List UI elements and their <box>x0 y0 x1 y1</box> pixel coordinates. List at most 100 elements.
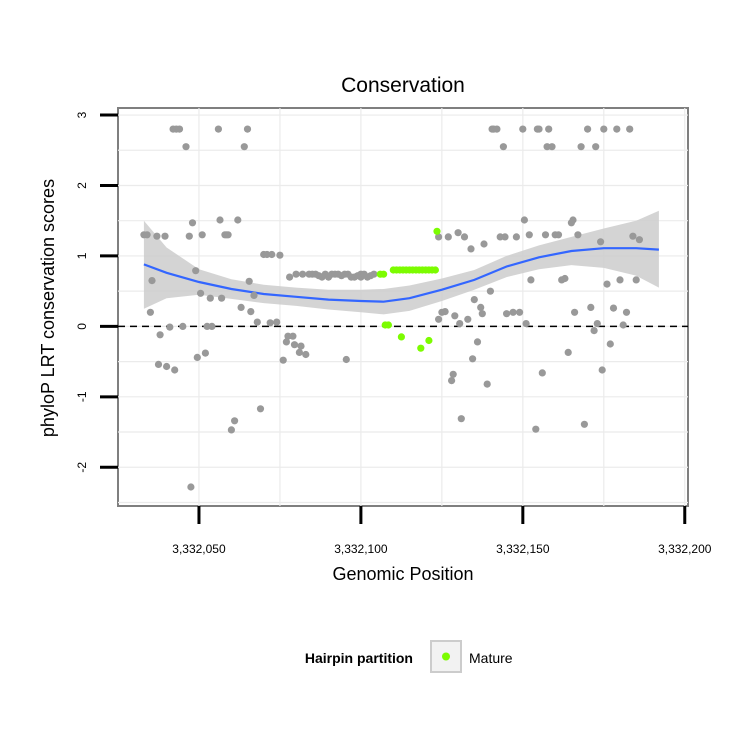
data-point <box>146 308 154 316</box>
data-point <box>201 349 209 357</box>
data-point <box>273 318 281 326</box>
data-point <box>153 232 161 240</box>
data-point <box>449 370 457 378</box>
data-points <box>140 125 644 491</box>
smooth-line <box>143 247 659 303</box>
y-axis-title: phyloP LRT conservation scores <box>38 179 58 437</box>
data-point <box>512 233 521 241</box>
data-point <box>231 417 239 425</box>
data-point <box>580 420 589 428</box>
data-point <box>519 125 527 133</box>
data-point <box>268 250 276 259</box>
y-tick-label: 3 <box>75 111 89 118</box>
data-point-mature <box>433 227 441 235</box>
data-point <box>456 320 464 328</box>
data-point <box>286 273 294 281</box>
data-point <box>571 308 579 316</box>
data-point <box>224 231 232 239</box>
data-point <box>435 315 443 323</box>
data-point <box>216 216 224 224</box>
data-point <box>626 125 634 133</box>
data-point <box>478 310 486 318</box>
data-point <box>464 315 472 323</box>
data-point <box>613 125 621 133</box>
data-point <box>163 362 171 371</box>
data-point <box>609 304 618 312</box>
data-point <box>525 231 533 239</box>
data-point <box>622 308 631 316</box>
data-point <box>214 125 222 133</box>
data-point <box>593 320 601 328</box>
data-point <box>473 338 482 346</box>
data-point <box>527 276 535 284</box>
data-point <box>299 270 307 278</box>
x-tick-label: 3,332,050 <box>172 542 226 556</box>
y-tick-label: 0 <box>75 323 89 330</box>
data-point <box>635 236 644 244</box>
x-axis-title: Genomic Position <box>332 564 473 584</box>
data-point <box>499 143 507 151</box>
data-point <box>218 294 226 302</box>
data-point <box>486 287 494 295</box>
data-point <box>253 318 261 326</box>
data-point <box>302 350 310 359</box>
data-point <box>545 125 553 133</box>
data-point <box>516 308 524 316</box>
data-point <box>548 143 556 151</box>
data-point <box>554 231 563 239</box>
smooth-line-group <box>143 247 659 303</box>
data-point <box>503 310 511 318</box>
data-point <box>197 289 205 297</box>
data-point <box>154 360 163 368</box>
data-point <box>592 143 600 151</box>
data-point <box>587 303 595 311</box>
data-point <box>520 216 529 224</box>
data-point <box>535 125 543 133</box>
data-point <box>295 348 303 356</box>
data-point <box>148 277 156 285</box>
data-point <box>444 233 452 241</box>
data-point <box>454 229 462 237</box>
data-point <box>247 308 255 316</box>
legend-title: Hairpin partition <box>305 650 413 666</box>
data-point <box>192 267 200 275</box>
data-point <box>600 125 608 133</box>
data-point <box>289 332 297 340</box>
data-point <box>185 232 193 240</box>
data-point-mature <box>397 333 405 341</box>
data-point <box>616 276 624 284</box>
data-point <box>166 323 174 331</box>
data-point <box>237 303 245 311</box>
data-point <box>460 233 469 241</box>
legend: Hairpin partition Mature <box>305 640 513 673</box>
data-point-mature <box>417 344 425 352</box>
data-point <box>569 216 577 224</box>
data-point <box>584 125 592 133</box>
data-point <box>179 322 187 330</box>
x-tick-label: 3,332,150 <box>496 542 550 556</box>
data-point-mature <box>431 266 439 274</box>
data-point <box>208 322 216 330</box>
data-point <box>606 340 614 348</box>
data-point <box>266 319 274 327</box>
data-point <box>541 231 550 239</box>
data-point <box>532 425 540 433</box>
data-point <box>198 231 206 239</box>
data-point <box>448 377 456 385</box>
data-point <box>256 405 265 413</box>
data-point <box>290 341 299 349</box>
data-point <box>243 125 252 133</box>
data-point <box>240 143 248 151</box>
y-tick-label: 1 <box>75 252 89 259</box>
data-point <box>441 308 449 316</box>
confidence-band-group <box>143 210 659 315</box>
chart-title: Conservation <box>341 74 465 97</box>
data-point <box>182 143 190 151</box>
y-tick-label: 2 <box>75 182 89 189</box>
data-point <box>603 280 611 288</box>
data-point <box>564 348 572 356</box>
data-point <box>156 331 164 339</box>
data-point <box>370 270 378 278</box>
data-point <box>188 219 197 227</box>
